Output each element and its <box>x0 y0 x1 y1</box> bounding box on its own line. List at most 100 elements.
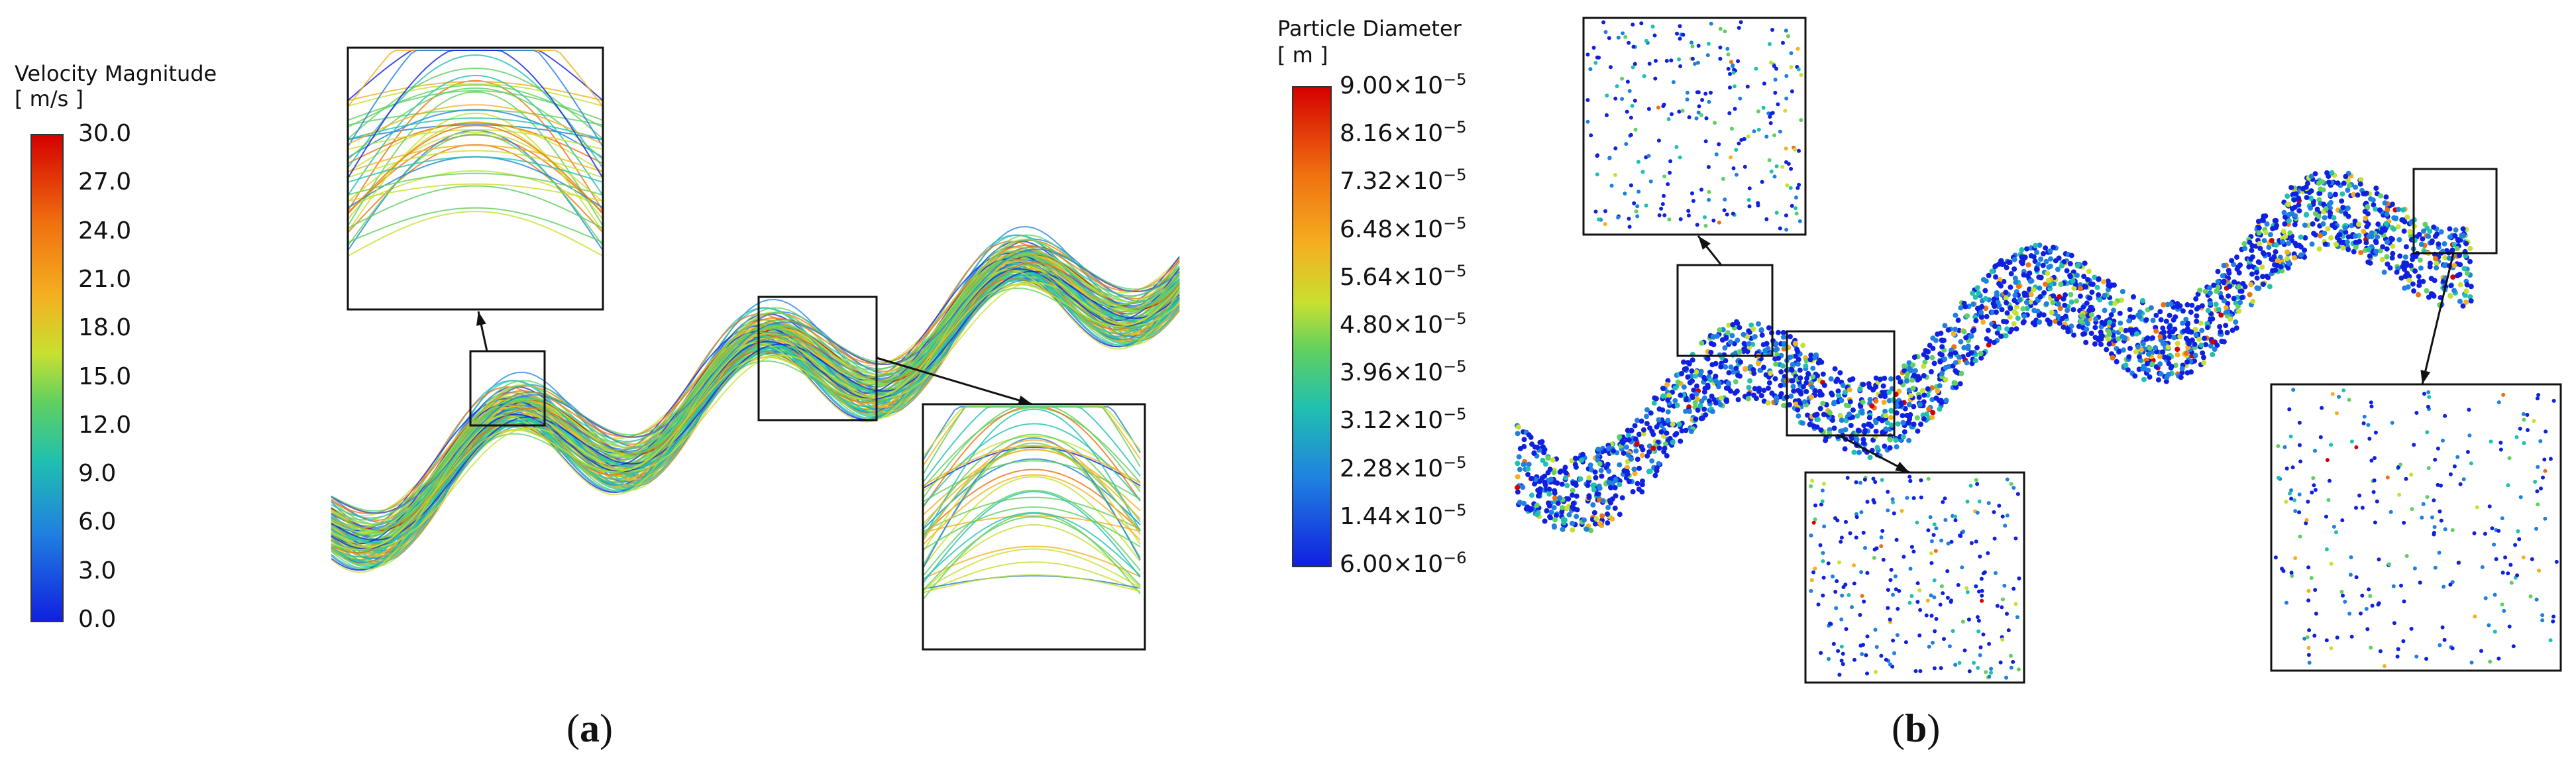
particle <box>1656 445 1662 451</box>
streamline <box>331 252 1180 531</box>
particle <box>1667 435 1673 441</box>
particle <box>1854 413 1860 419</box>
particle <box>2056 255 2062 261</box>
particle <box>1703 412 1709 418</box>
particle <box>2221 278 2227 284</box>
streamline <box>331 262 1180 531</box>
particle <box>1884 420 1890 426</box>
particle <box>1532 481 1538 487</box>
particle <box>2223 305 2229 311</box>
particle <box>1972 358 1978 364</box>
particle <box>1566 512 1572 518</box>
particle <box>2013 310 2019 316</box>
particle <box>2035 261 2041 267</box>
particle <box>2416 282 2422 288</box>
particle <box>2037 319 2043 325</box>
particle <box>2189 302 2195 308</box>
particle <box>2008 305 2013 311</box>
particle <box>1851 449 1857 455</box>
particle <box>2227 316 2233 322</box>
particle <box>1953 380 1959 386</box>
particle <box>2068 299 2074 305</box>
particle <box>1948 351 1954 357</box>
particle <box>2148 305 2154 311</box>
particle <box>2378 193 2384 199</box>
particle <box>1726 370 1732 376</box>
particle <box>1723 335 1729 341</box>
particle <box>1994 309 1999 315</box>
particle <box>2101 279 2107 285</box>
particle <box>1815 417 1821 422</box>
particle <box>2117 310 2123 316</box>
particle <box>1631 467 1637 472</box>
particle <box>1929 397 1935 403</box>
particle <box>2375 221 2381 227</box>
particle <box>1639 453 1645 459</box>
particle <box>1953 326 1959 332</box>
particle <box>2150 317 2156 323</box>
particle <box>1534 445 1540 451</box>
particle <box>2308 174 2314 180</box>
particle <box>1866 415 1872 421</box>
particle <box>2241 241 2247 247</box>
particle <box>1964 360 1970 366</box>
particle <box>2356 221 2361 227</box>
particle <box>2136 354 2142 360</box>
particle <box>2302 235 2308 241</box>
particle <box>2088 331 2094 336</box>
particle <box>1746 341 1752 347</box>
inset-frame-5 <box>2270 383 2562 672</box>
particle <box>2192 358 2198 364</box>
particle <box>2266 245 2272 250</box>
particle <box>2171 317 2176 323</box>
streamline <box>331 283 1180 551</box>
particle <box>1626 437 1632 443</box>
particle <box>1788 393 1794 399</box>
particle <box>1521 437 1527 443</box>
particle <box>1688 429 1694 434</box>
particle <box>1803 363 1809 369</box>
particle <box>2061 324 2066 330</box>
particle <box>2006 260 2012 266</box>
particle <box>1915 374 1921 380</box>
particle <box>1929 414 1935 420</box>
particle <box>2322 215 2328 221</box>
particle <box>1807 421 1813 427</box>
particle <box>1625 432 1631 438</box>
particle <box>1600 498 1606 504</box>
particle <box>2106 341 2112 347</box>
particle <box>1882 394 1888 400</box>
particle <box>2404 262 2410 268</box>
particle <box>2408 262 2414 268</box>
particle <box>2046 278 2052 283</box>
particle <box>1930 335 1936 341</box>
particle <box>1640 427 1646 433</box>
particle <box>1900 419 1906 425</box>
particle <box>2200 350 2206 356</box>
particle <box>1832 366 1838 372</box>
particle <box>2463 288 2469 294</box>
particle <box>2202 288 2208 294</box>
particle <box>1798 375 1803 381</box>
particle <box>1829 392 1835 398</box>
particle <box>1592 521 1598 527</box>
particle <box>2457 282 2463 288</box>
particle <box>2384 211 2390 217</box>
particle <box>2059 263 2065 269</box>
particle <box>2167 312 2173 318</box>
particle <box>2048 256 2053 262</box>
velocity-tick-label: 24.0 <box>78 217 132 245</box>
particle <box>2173 362 2178 368</box>
particle <box>1908 392 1913 398</box>
particle <box>2273 267 2279 273</box>
particle <box>1560 516 1566 522</box>
particle <box>1917 402 1923 408</box>
particle <box>2102 292 2108 298</box>
particle <box>2102 307 2108 313</box>
particle <box>2158 317 2164 323</box>
particle <box>1991 339 1997 345</box>
particle <box>1805 412 1811 418</box>
particle <box>1860 399 1866 405</box>
particle <box>1970 302 1976 307</box>
particle <box>1660 393 1666 399</box>
